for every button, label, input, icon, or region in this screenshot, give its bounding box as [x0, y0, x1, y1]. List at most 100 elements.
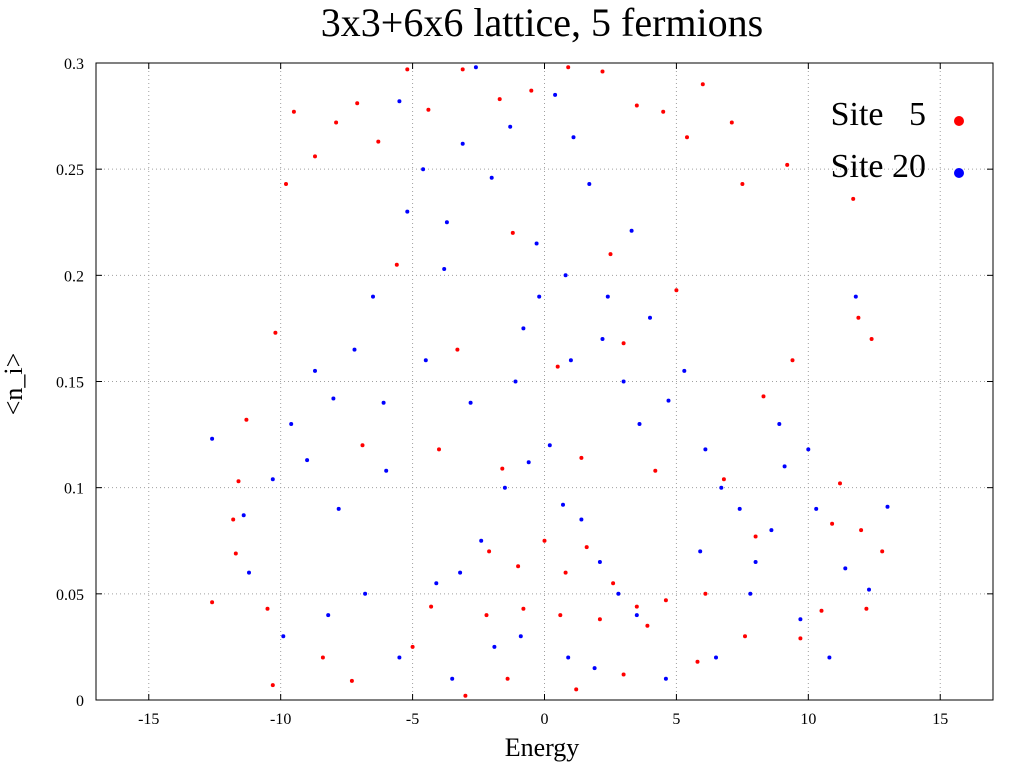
- y-tick-label: 0.3: [64, 56, 84, 73]
- data-point: [529, 88, 534, 93]
- data-point: [405, 67, 410, 72]
- data-point: [460, 141, 465, 146]
- data-point: [289, 422, 294, 426]
- data-point: [806, 447, 811, 452]
- data-point: [721, 477, 726, 482]
- data-point: [231, 517, 236, 522]
- legend-marker-site-5: [954, 116, 964, 126]
- data-point: [410, 644, 415, 649]
- y-tick-label: 0.2: [64, 268, 84, 285]
- data-point: [555, 364, 560, 369]
- data-point: [700, 82, 705, 87]
- data-point: [798, 617, 803, 622]
- data-point: [621, 341, 626, 346]
- data-point: [473, 65, 478, 70]
- data-point: [397, 99, 402, 104]
- data-point: [381, 400, 386, 405]
- data-point: [284, 182, 288, 186]
- axis-ticks: -15 -10 -5 0 5 10 15 0 0.05 0.1 0.15 0.2 0.25 0.3: [56, 56, 993, 728]
- data-point: [360, 443, 365, 448]
- data-point: [542, 538, 547, 543]
- series-site-20: [210, 65, 890, 681]
- data-point: [695, 659, 700, 664]
- data-point: [291, 109, 296, 114]
- data-point: [547, 443, 552, 448]
- data-point: [500, 466, 505, 471]
- data-point: [729, 120, 734, 125]
- data-point: [587, 182, 592, 186]
- chart-title: 3x3+6x6 lattice, 5 fermions: [321, 0, 763, 45]
- data-point: [885, 504, 890, 509]
- legend: Site 5 Site 20: [831, 96, 964, 185]
- data-point: [798, 636, 803, 641]
- data-point: [698, 549, 703, 554]
- data-point: [814, 506, 819, 511]
- data-point: [349, 678, 354, 683]
- data-point: [363, 591, 368, 596]
- data-point: [637, 422, 642, 426]
- data-point: [423, 358, 428, 363]
- data-point: [313, 368, 317, 373]
- data-point: [468, 400, 473, 405]
- data-point: [584, 545, 589, 550]
- data-point: [455, 347, 460, 352]
- data-point: [484, 613, 489, 618]
- data-point: [597, 560, 602, 564]
- data-point: [508, 124, 513, 129]
- data-point: [719, 485, 724, 490]
- data-point: [331, 396, 336, 401]
- data-point: [421, 167, 426, 172]
- data-point: [334, 120, 339, 125]
- x-tick-label: -15: [138, 711, 159, 728]
- y-axis-label: <n_i>: [0, 353, 28, 416]
- data-point: [487, 549, 492, 554]
- data-point: [313, 154, 317, 159]
- data-point: [444, 220, 449, 225]
- data-point: [605, 294, 610, 299]
- data-point: [505, 676, 510, 681]
- data-point: [442, 267, 447, 271]
- data-point: [782, 464, 787, 469]
- data-point: [661, 109, 666, 114]
- data-point: [247, 570, 251, 575]
- data-point: [502, 485, 507, 490]
- data-point: [663, 676, 668, 681]
- data-point: [558, 613, 563, 618]
- x-tick-label: 15: [932, 711, 948, 728]
- data-point: [579, 517, 584, 522]
- data-point: [611, 581, 616, 586]
- data-point: [856, 315, 861, 320]
- data-point: [510, 230, 515, 235]
- data-point: [853, 294, 858, 299]
- data-point: [397, 655, 402, 660]
- data-point: [830, 521, 835, 526]
- data-point: [566, 65, 571, 70]
- data-point: [838, 481, 842, 486]
- data-point: [653, 468, 658, 473]
- data-point: [273, 330, 278, 335]
- data-point: [521, 326, 526, 331]
- data-point: [371, 294, 375, 299]
- series-site-5: [210, 65, 885, 698]
- data-point: [869, 337, 874, 341]
- data-point: [568, 358, 573, 363]
- data-point: [608, 252, 613, 257]
- data-point: [566, 655, 571, 660]
- data-point: [326, 613, 331, 618]
- data-point: [571, 135, 576, 140]
- data-point: [819, 608, 824, 613]
- data-point: [521, 606, 526, 611]
- data-point: [634, 604, 639, 609]
- data-point: [241, 513, 246, 518]
- data-point: [526, 460, 531, 465]
- data-point: [563, 570, 568, 575]
- data-point: [843, 566, 848, 571]
- data-point: [497, 97, 502, 102]
- data-point: [753, 560, 758, 564]
- data-point: [492, 644, 497, 649]
- data-point: [685, 135, 689, 140]
- data-point: [761, 394, 766, 399]
- data-point: [785, 162, 790, 167]
- data-point: [460, 67, 465, 72]
